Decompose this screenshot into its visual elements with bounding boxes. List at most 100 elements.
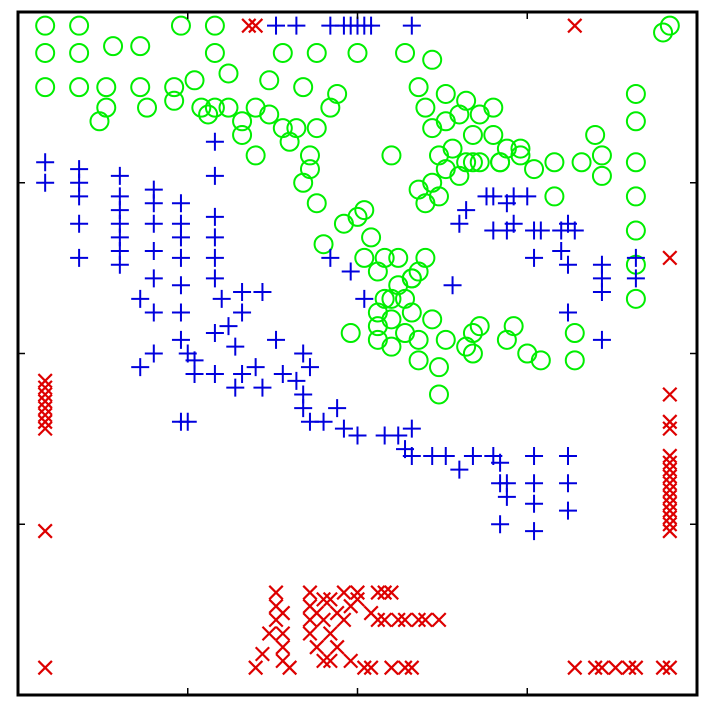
circle-point <box>306 118 327 139</box>
x-point <box>377 612 393 628</box>
x-point <box>370 585 386 601</box>
x-point <box>275 639 291 655</box>
circle-point <box>218 63 239 84</box>
circle-point <box>354 200 375 221</box>
plot-background <box>18 12 697 695</box>
x-point <box>383 660 399 676</box>
circle-point <box>408 261 429 282</box>
circle-point <box>625 288 646 309</box>
x-point <box>594 660 610 676</box>
circle-point <box>96 77 117 98</box>
circle-point <box>388 247 409 268</box>
circle-point <box>204 97 225 118</box>
circle-point <box>510 138 531 159</box>
plus-point <box>491 453 510 472</box>
plus-point <box>457 201 476 220</box>
x-point <box>37 373 53 389</box>
plus-point <box>491 515 510 534</box>
circle-point <box>293 172 314 193</box>
x-point <box>309 639 325 655</box>
plus-point <box>267 330 286 349</box>
x-point <box>248 18 264 34</box>
plus-point <box>219 317 238 336</box>
plus-point <box>233 283 252 302</box>
plus-point <box>144 242 163 261</box>
circle-point <box>571 152 592 173</box>
plus-point <box>205 248 224 267</box>
data-points-layer <box>35 15 680 676</box>
plus-point <box>171 276 190 295</box>
plus-point <box>253 378 272 397</box>
x-point <box>254 646 270 662</box>
plus-point <box>144 194 163 213</box>
plus-point <box>185 364 204 383</box>
plus-point <box>321 248 340 267</box>
circle-point <box>469 316 490 337</box>
plus-point <box>558 255 577 274</box>
x-point <box>662 660 678 676</box>
x-point <box>411 612 427 628</box>
plus-point <box>402 419 421 438</box>
circle-point <box>625 220 646 241</box>
circle-point <box>367 261 388 282</box>
circle-point <box>449 165 470 186</box>
plus-point <box>328 399 347 418</box>
circle-point <box>245 145 266 166</box>
circle-point <box>591 165 612 186</box>
plus-point <box>497 487 516 506</box>
plus-point <box>287 371 306 390</box>
circle-point <box>422 118 443 139</box>
circle-point <box>591 145 612 166</box>
plot-frame <box>16 10 699 697</box>
plus-point <box>205 324 224 343</box>
plus-point <box>267 16 286 35</box>
circle-point <box>137 97 158 118</box>
x-point <box>37 407 53 423</box>
x-point <box>417 612 433 628</box>
circle-point <box>401 268 422 289</box>
circle-point <box>544 152 565 173</box>
plus-point <box>233 303 252 322</box>
x-point <box>567 660 583 676</box>
plus-point <box>565 221 584 240</box>
x-point <box>37 523 53 539</box>
x-point <box>356 660 372 676</box>
circle-point <box>483 97 504 118</box>
x-point <box>248 660 264 676</box>
plus-point <box>300 358 319 377</box>
circle-point <box>483 124 504 145</box>
plus-point <box>525 474 544 493</box>
circle-point <box>422 309 443 330</box>
circle-point <box>354 247 375 268</box>
plus-point <box>558 501 577 520</box>
x-point <box>587 660 603 676</box>
plus-point <box>558 303 577 322</box>
plus-point <box>144 344 163 363</box>
plus-point <box>525 446 544 465</box>
plus-point <box>110 255 129 274</box>
circle-point <box>35 77 56 98</box>
plus-point <box>592 283 611 302</box>
circle-point <box>659 15 680 36</box>
x-point <box>37 400 53 416</box>
plus-point <box>144 269 163 288</box>
circle-point <box>272 42 293 63</box>
plus-point <box>205 166 224 185</box>
x-point <box>662 496 678 512</box>
x-point <box>363 660 379 676</box>
circle-point <box>204 15 225 36</box>
plus-point <box>525 494 544 513</box>
plus-point <box>144 303 163 322</box>
circle-point <box>442 138 463 159</box>
plus-point <box>287 16 306 35</box>
plus-point <box>552 242 571 261</box>
circle-point <box>544 186 565 207</box>
plus-point <box>212 289 231 308</box>
plus-point <box>205 207 224 226</box>
x-point <box>662 455 678 471</box>
circle-point <box>306 193 327 214</box>
plus-point <box>463 446 482 465</box>
x-point <box>316 591 332 607</box>
x-point <box>275 605 291 621</box>
x-point <box>662 503 678 519</box>
